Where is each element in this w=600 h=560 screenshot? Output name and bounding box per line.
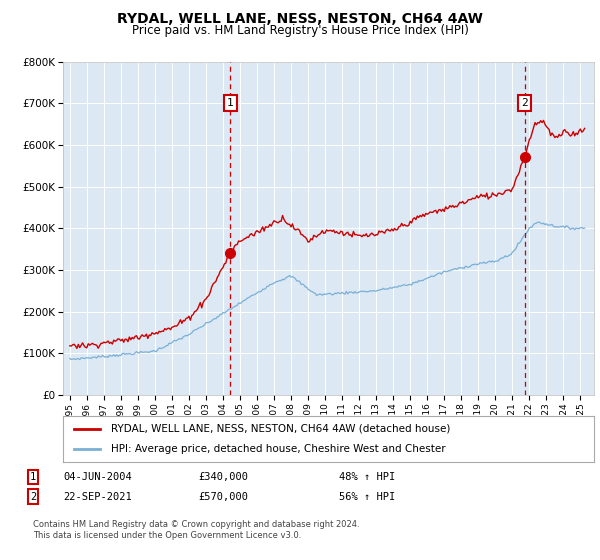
Text: 1: 1 — [30, 472, 36, 482]
Text: Price paid vs. HM Land Registry's House Price Index (HPI): Price paid vs. HM Land Registry's House … — [131, 24, 469, 37]
Text: 22-SEP-2021: 22-SEP-2021 — [63, 492, 132, 502]
Text: 48% ↑ HPI: 48% ↑ HPI — [339, 472, 395, 482]
Text: RYDAL, WELL LANE, NESS, NESTON, CH64 4AW (detached house): RYDAL, WELL LANE, NESS, NESTON, CH64 4AW… — [111, 424, 450, 434]
Text: 2: 2 — [30, 492, 36, 502]
Text: This data is licensed under the Open Government Licence v3.0.: This data is licensed under the Open Gov… — [33, 531, 301, 540]
Text: 1: 1 — [227, 98, 233, 108]
Text: 56% ↑ HPI: 56% ↑ HPI — [339, 492, 395, 502]
Text: 2: 2 — [521, 98, 528, 108]
Text: HPI: Average price, detached house, Cheshire West and Chester: HPI: Average price, detached house, Ches… — [111, 444, 445, 454]
Text: 04-JUN-2004: 04-JUN-2004 — [63, 472, 132, 482]
Text: £570,000: £570,000 — [198, 492, 248, 502]
Text: RYDAL, WELL LANE, NESS, NESTON, CH64 4AW: RYDAL, WELL LANE, NESS, NESTON, CH64 4AW — [117, 12, 483, 26]
Text: £340,000: £340,000 — [198, 472, 248, 482]
Text: Contains HM Land Registry data © Crown copyright and database right 2024.: Contains HM Land Registry data © Crown c… — [33, 520, 359, 529]
